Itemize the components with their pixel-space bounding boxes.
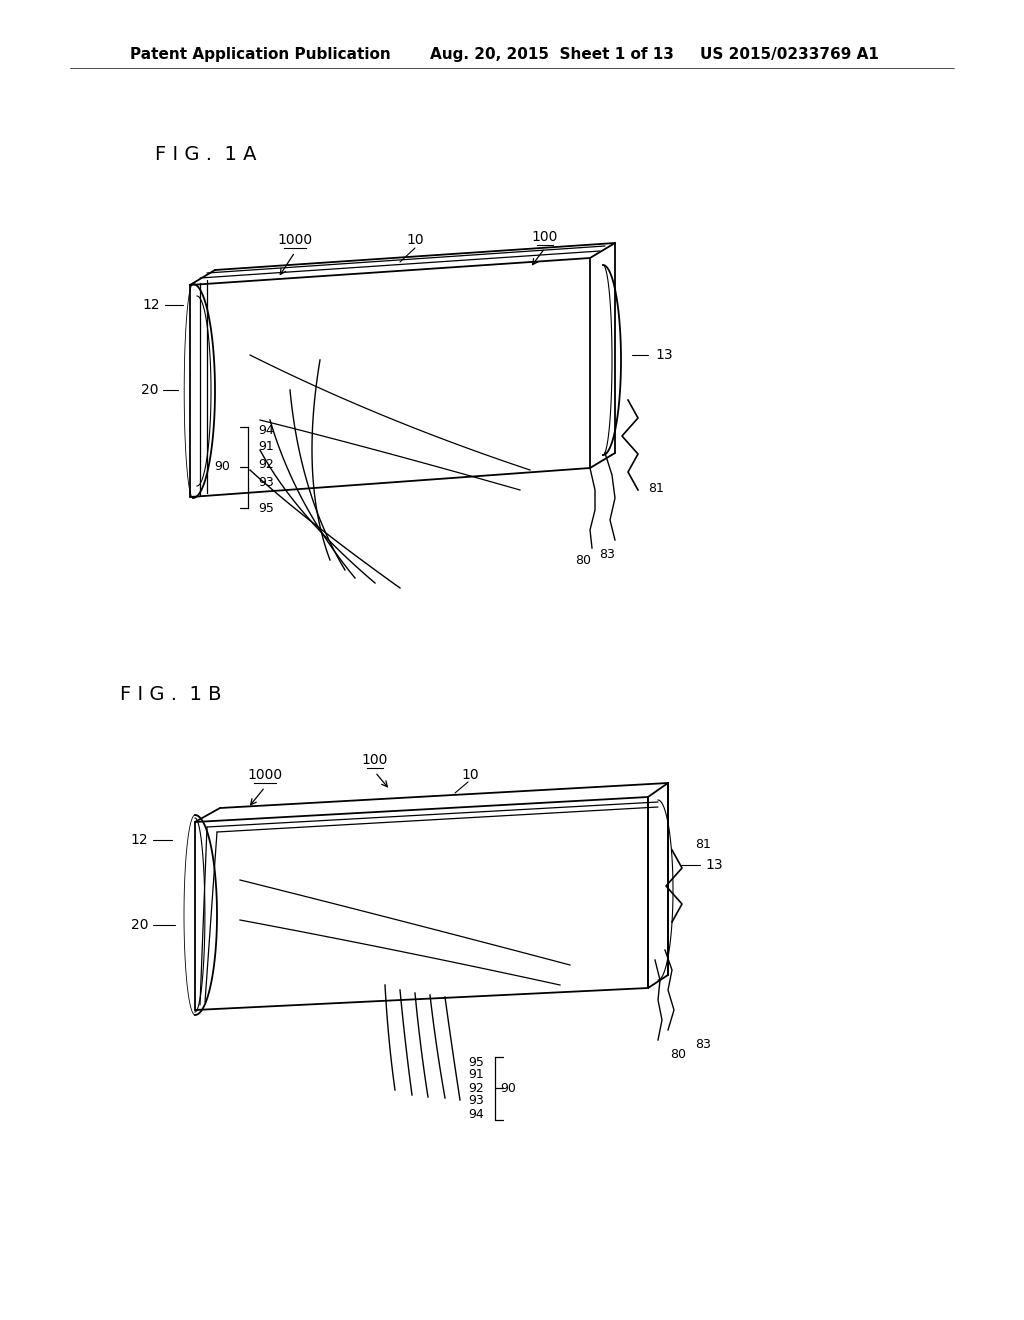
Text: 94: 94 [258,424,273,437]
Text: 12: 12 [130,833,148,847]
Text: 90: 90 [214,461,230,474]
Text: 12: 12 [142,298,160,312]
Text: 20: 20 [130,917,148,932]
Text: 13: 13 [705,858,723,873]
Text: 81: 81 [695,838,711,851]
Text: 81: 81 [648,482,664,495]
Text: 91: 91 [468,1068,483,1081]
Text: 20: 20 [140,383,158,397]
Text: 1000: 1000 [248,768,283,781]
Text: 90: 90 [500,1081,516,1094]
Text: Patent Application Publication: Patent Application Publication [130,48,391,62]
Text: 92: 92 [468,1081,483,1094]
Text: 92: 92 [258,458,273,471]
Text: Aug. 20, 2015  Sheet 1 of 13: Aug. 20, 2015 Sheet 1 of 13 [430,48,674,62]
Text: US 2015/0233769 A1: US 2015/0233769 A1 [700,48,879,62]
Text: 93: 93 [468,1094,483,1107]
Text: 1000: 1000 [278,234,312,247]
Text: 95: 95 [258,502,273,515]
Text: F I G .  1 A: F I G . 1 A [155,145,256,165]
Text: 94: 94 [468,1107,483,1121]
Text: 13: 13 [655,348,673,362]
Text: 95: 95 [468,1056,484,1068]
Text: 100: 100 [361,752,388,767]
Text: 10: 10 [407,234,424,247]
Text: 80: 80 [670,1048,686,1061]
Text: F I G .  1 B: F I G . 1 B [120,685,221,705]
Text: 93: 93 [258,477,273,490]
Text: 10: 10 [461,768,479,781]
Text: 83: 83 [695,1039,711,1052]
Text: 83: 83 [599,549,615,561]
Text: 91: 91 [258,441,273,454]
Text: 80: 80 [575,553,591,566]
Text: 100: 100 [531,230,558,244]
